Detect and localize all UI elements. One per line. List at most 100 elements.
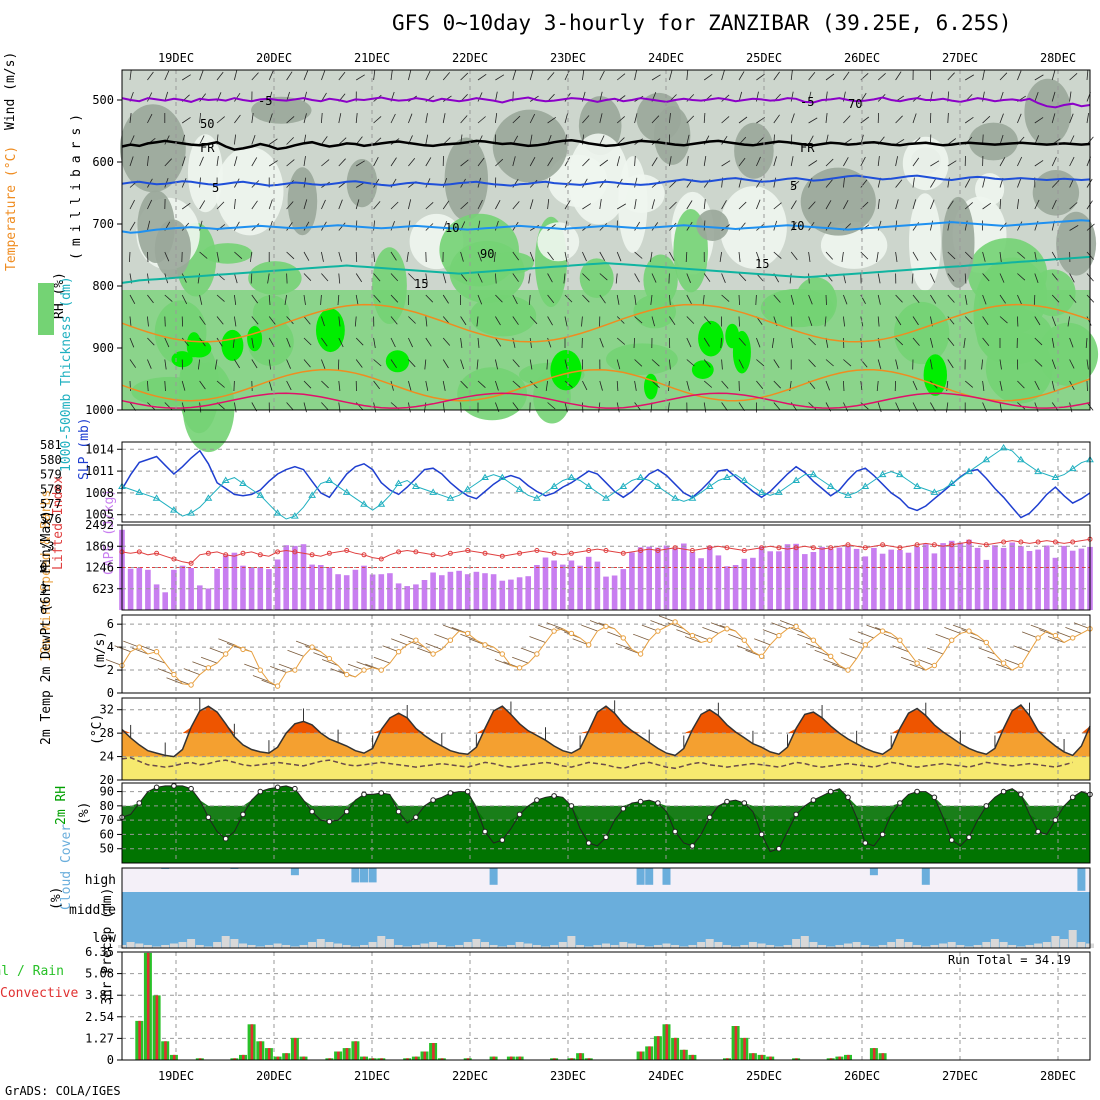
wind-speed-marker <box>758 653 765 659</box>
wind-barb <box>1004 659 1021 666</box>
upper-wind-barb <box>495 91 498 102</box>
upper-wind-barb <box>164 316 166 327</box>
upper-wind-barb <box>406 251 409 262</box>
precip-convective-bar <box>691 1054 694 1060</box>
rh-marker <box>153 784 160 791</box>
upper-wind-barb <box>460 337 463 348</box>
temp-tick-label: 20 <box>100 773 114 787</box>
upper-wind-barb <box>877 273 881 284</box>
cape-bar <box>214 568 220 610</box>
lifted-index-marker <box>897 545 903 551</box>
rh-marker <box>931 794 938 801</box>
contour-label: 5 <box>790 179 797 193</box>
cloud-low-bar <box>774 946 783 948</box>
wind-speed-marker <box>672 619 678 625</box>
wind-speed-marker <box>413 637 419 643</box>
cape-bar <box>525 576 531 610</box>
upper-wind-barb <box>963 337 966 348</box>
wind-speed-marker <box>620 635 626 641</box>
upper-wind-barb <box>234 402 237 413</box>
upper-rh-moist-core <box>171 351 193 368</box>
cape-bar <box>983 559 990 610</box>
upper-wind-barb <box>773 294 781 303</box>
cape-bar <box>404 586 410 610</box>
upper-wind-barb <box>442 359 449 369</box>
wind-barb <box>892 645 909 653</box>
cloud-high-bar <box>921 868 930 885</box>
upper-wind-barb <box>355 337 364 346</box>
upper-wind-barb <box>599 294 606 304</box>
upper-wind-barb <box>495 380 499 391</box>
upper-rh-label: RH (%) <box>52 272 67 319</box>
thickness-marker <box>965 467 973 475</box>
cloud-high-bar <box>368 868 377 883</box>
upper-wind-barb <box>563 273 566 284</box>
rh-marker <box>1052 817 1059 823</box>
upper-wind-barb <box>721 294 730 302</box>
upper-wind-barb <box>1034 316 1041 326</box>
upper-wind-barb <box>286 402 294 411</box>
upper-wind-barb <box>1051 359 1056 370</box>
wind-speed-marker <box>188 682 194 688</box>
lifted-index-marker <box>966 539 972 545</box>
upper-wind-barb <box>390 316 398 325</box>
upper-wind-barb <box>895 316 902 326</box>
cloud-low-bar <box>697 942 706 948</box>
rh-marker <box>326 818 333 825</box>
thickness-marker <box>463 485 472 492</box>
upper-wind-barb <box>129 221 136 231</box>
upper-wind-barb <box>129 337 135 348</box>
pressure-tick-label: 1000 <box>85 403 114 417</box>
upper-wind-barb <box>825 73 835 81</box>
cloud-low-bar <box>299 945 308 948</box>
upper-wind-barb <box>338 199 343 210</box>
cape-bar <box>205 588 212 610</box>
cloud-low-bar <box>342 945 351 948</box>
cape-bar <box>672 548 678 610</box>
upper-rh-patch <box>1032 170 1080 216</box>
rh-marker <box>430 797 436 803</box>
upper-wind-barb <box>164 337 170 348</box>
upper-wind-barb <box>286 316 294 325</box>
upper-wind-barb <box>651 157 658 167</box>
upper-wind-barb <box>147 294 154 304</box>
cape-tick-label: 1246 <box>85 561 114 575</box>
upper-wind-barb <box>912 380 918 391</box>
upper-wind-barb <box>147 156 149 167</box>
upper-wind-barb <box>686 69 689 81</box>
cape-bar <box>879 553 886 610</box>
upper-wind-barb <box>930 251 937 261</box>
upper-wind-barb <box>877 199 880 210</box>
thickness-marker <box>1034 467 1043 475</box>
thickness-marker <box>1016 455 1025 463</box>
thickness-marker <box>602 494 610 501</box>
precip-convective-bar <box>172 1054 176 1060</box>
lifted-index-marker <box>707 545 713 551</box>
cloud-low-bar <box>895 939 904 948</box>
wind-speed-marker <box>1070 635 1076 641</box>
wind-barb <box>295 640 313 648</box>
upper-wind-barb <box>164 158 172 167</box>
precip-convective-bar <box>674 1037 677 1060</box>
lifted-index-marker <box>499 553 505 559</box>
wind-barb <box>174 678 192 686</box>
lifted-index-marker <box>361 552 367 558</box>
upper-wind-barb <box>634 273 640 283</box>
upper-wind-barb <box>1034 273 1039 284</box>
upper-wind-barb <box>286 337 291 348</box>
upper-wind-barb <box>547 316 553 326</box>
upper-wind-barb <box>303 221 310 231</box>
precip-convective-bar <box>872 1048 876 1060</box>
cape-bar <box>715 555 722 610</box>
upper-wind-barb <box>529 380 538 389</box>
rh-marker <box>724 798 730 805</box>
lifted-index-line <box>121 538 1091 564</box>
upper-wind-barb <box>1051 380 1055 391</box>
precip-convective-bar <box>553 1058 556 1060</box>
upper-rh-patch <box>909 193 941 291</box>
upper-wind-barb <box>669 156 672 167</box>
cape-bar <box>862 556 869 610</box>
upper-wind-barb <box>547 294 555 304</box>
upper-wind-barb <box>286 116 295 124</box>
